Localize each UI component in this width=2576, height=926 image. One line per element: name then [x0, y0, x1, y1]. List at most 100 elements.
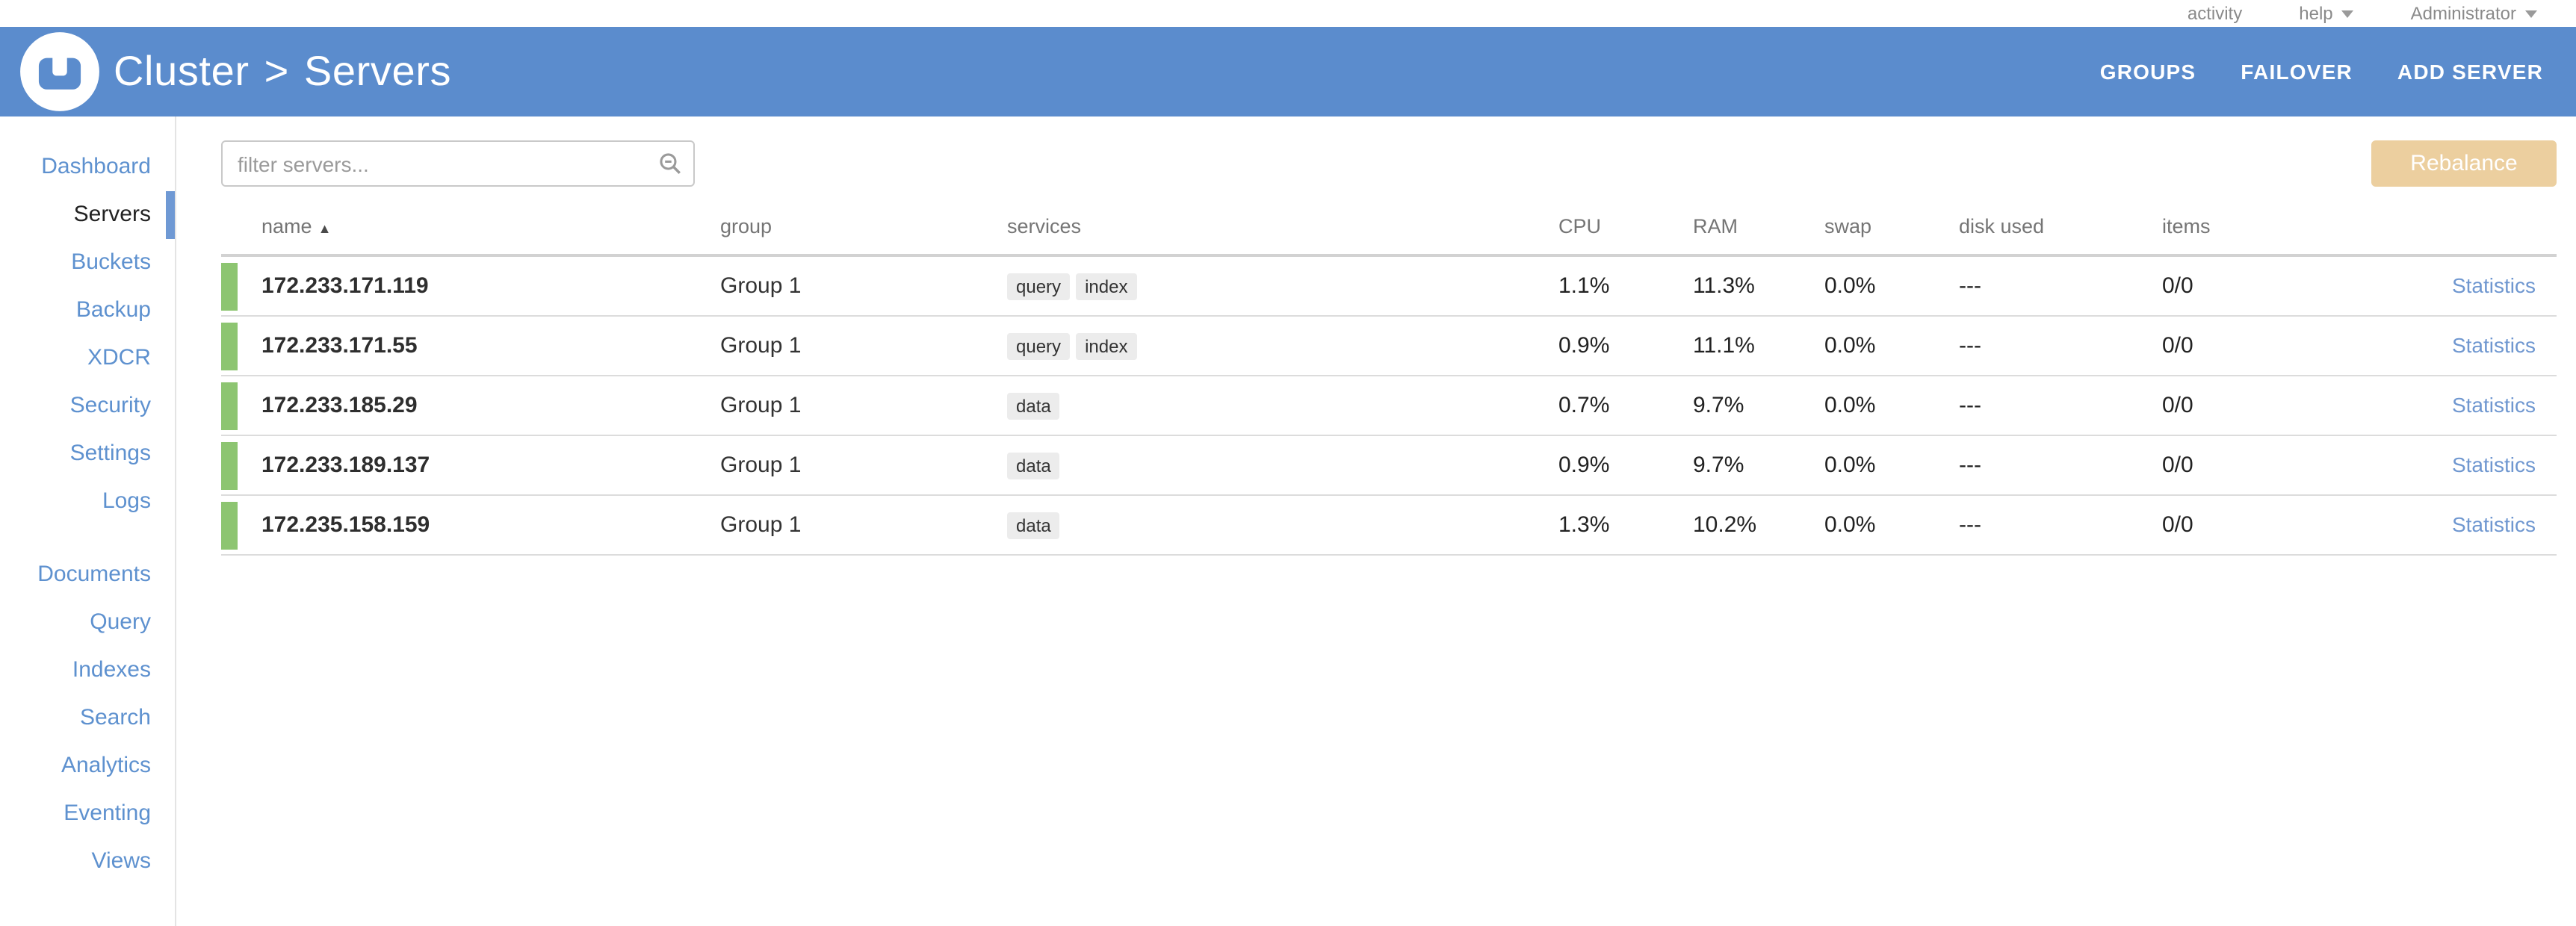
sidebar-item-security[interactable]: Security [69, 393, 151, 418]
failover-button[interactable]: FAILOVER [2241, 60, 2353, 84]
server-items: 0/0 [2162, 333, 2193, 358]
filter-servers-input[interactable] [221, 140, 695, 187]
server-swap: 0.0% [1824, 333, 1876, 358]
sidebar: Dashboard Servers Buckets Backup XDCR Se… [0, 116, 176, 926]
user-menu[interactable]: Administrator [2411, 3, 2537, 24]
server-ram: 10.2% [1693, 512, 1757, 538]
server-group: Group 1 [720, 393, 802, 418]
server-ram: 11.3% [1693, 273, 1755, 299]
server-name[interactable]: 172.233.185.29 [261, 393, 418, 418]
sidebar-item-views[interactable]: Views [91, 848, 152, 874]
server-services: query index [1007, 273, 1558, 299]
health-status-bar [221, 502, 238, 550]
server-cpu: 0.7% [1558, 393, 1610, 418]
service-badge: index [1076, 332, 1137, 359]
servers-toolbar: Rebalance [221, 140, 2557, 187]
server-row[interactable]: 172.235.158.159 Group 1 data 1.3% 10.2% … [221, 496, 2557, 556]
servers-main: Rebalance name▲ group services CPU RAM s… [176, 116, 2576, 926]
caret-down-icon [2341, 10, 2354, 17]
server-ram: 9.7% [1693, 453, 1744, 478]
server-swap: 0.0% [1824, 273, 1876, 299]
statistics-link[interactable]: Statistics [2451, 332, 2536, 356]
server-services: data [1007, 392, 1558, 419]
header-actions: GROUPS FAILOVER ADD SERVER [2100, 60, 2543, 84]
statistics-link[interactable]: Statistics [2451, 273, 2536, 296]
server-name[interactable]: 172.233.171.119 [261, 273, 429, 299]
breadcrumb-cluster: Cluster [114, 48, 250, 94]
add-server-button[interactable]: ADD SERVER [2397, 60, 2543, 84]
sidebar-item-eventing[interactable]: Eventing [64, 801, 151, 826]
column-header-items[interactable]: items [2162, 215, 2211, 237]
server-cpu: 1.1% [1558, 273, 1610, 299]
server-cpu: 1.3% [1558, 512, 1610, 538]
service-badge: query [1007, 273, 1071, 299]
server-disk-used: --- [1959, 333, 1981, 358]
server-name[interactable]: 172.233.171.55 [261, 333, 418, 358]
column-header-swap[interactable]: swap [1824, 215, 1872, 237]
service-badge: data [1007, 452, 1060, 479]
service-badge: data [1007, 392, 1060, 419]
server-group: Group 1 [720, 512, 802, 538]
servers-table-header: name ▲ group services CPU RAM swap disk u… [221, 199, 2557, 257]
sidebar-item-backup[interactable]: Backup [75, 297, 151, 323]
server-items: 0/0 [2162, 453, 2193, 478]
server-services: data [1007, 452, 1558, 479]
sidebar-item-logs[interactable]: Logs [102, 488, 151, 514]
column-header-disk-used[interactable]: disk used [1959, 215, 2045, 237]
health-status-bar [221, 263, 238, 311]
server-disk-used: --- [1959, 512, 1981, 538]
sidebar-item-search[interactable]: Search [79, 705, 151, 730]
page-title: Cluster > Servers [114, 48, 451, 96]
active-item-indicator [166, 191, 175, 239]
server-services: query index [1007, 332, 1558, 359]
sidebar-item-query[interactable]: Query [90, 609, 151, 635]
server-disk-used: --- [1959, 393, 1981, 418]
server-row[interactable]: 172.233.171.55 Group 1 query index 0.9% … [221, 317, 2557, 376]
sidebar-item-documents[interactable]: Documents [37, 562, 151, 587]
column-header-name[interactable]: name ▲ [261, 215, 332, 237]
sidebar-primary-group: Dashboard Servers Buckets Backup XDCR Se… [0, 143, 175, 526]
statistics-link[interactable]: Statistics [2451, 452, 2536, 476]
server-group: Group 1 [720, 453, 802, 478]
sidebar-item-indexes[interactable]: Indexes [72, 657, 151, 683]
health-status-bar [221, 442, 238, 490]
sidebar-item-buckets[interactable]: Buckets [71, 249, 151, 275]
server-swap: 0.0% [1824, 453, 1876, 478]
column-header-ram[interactable]: RAM [1693, 215, 1738, 237]
breadcrumb-page: Servers [303, 48, 452, 94]
server-group: Group 1 [720, 273, 802, 299]
server-name[interactable]: 172.235.158.159 [261, 512, 430, 538]
server-row[interactable]: 172.233.171.119 Group 1 query index 1.1%… [221, 257, 2557, 317]
help-menu[interactable]: help [2299, 3, 2354, 24]
server-swap: 0.0% [1824, 512, 1876, 538]
server-row[interactable]: 172.233.185.29 Group 1 data 0.7% 9.7% 0.… [221, 376, 2557, 436]
sidebar-item-dashboard[interactable]: Dashboard [41, 154, 151, 179]
filter-box [221, 140, 695, 187]
column-header-cpu[interactable]: CPU [1558, 215, 1602, 237]
server-items: 0/0 [2162, 512, 2193, 538]
server-group: Group 1 [720, 333, 802, 358]
server-swap: 0.0% [1824, 393, 1876, 418]
sidebar-item-settings[interactable]: Settings [69, 441, 151, 466]
server-row[interactable]: 172.233.189.137 Group 1 data 0.9% 9.7% 0… [221, 436, 2557, 496]
groups-button[interactable]: GROUPS [2099, 60, 2196, 84]
server-services: data [1007, 512, 1558, 538]
couchbase-logo-icon [20, 32, 99, 111]
sort-asc-icon: ▲ [318, 221, 332, 236]
sidebar-item-servers[interactable]: Servers [0, 191, 175, 239]
server-items: 0/0 [2162, 273, 2193, 299]
server-name[interactable]: 172.233.189.137 [261, 453, 430, 478]
rebalance-button[interactable]: Rebalance [2371, 140, 2557, 187]
column-header-group[interactable]: group [720, 215, 773, 237]
column-header-services[interactable]: services [1007, 215, 1082, 237]
statistics-link[interactable]: Statistics [2451, 512, 2536, 535]
server-disk-used: --- [1959, 273, 1981, 299]
statistics-link[interactable]: Statistics [2451, 392, 2536, 416]
sidebar-secondary-group: Documents Query Indexes Search Analytics… [0, 551, 175, 886]
top-utility-bar: activity help Administrator [0, 0, 2576, 27]
breadcrumb-separator-icon: > [264, 48, 289, 94]
activity-link[interactable]: activity [2187, 3, 2243, 24]
sidebar-item-analytics[interactable]: Analytics [61, 753, 151, 778]
sidebar-item-xdcr[interactable]: XDCR [87, 345, 151, 370]
servers-table: name ▲ group services CPU RAM swap disk u… [221, 199, 2557, 556]
